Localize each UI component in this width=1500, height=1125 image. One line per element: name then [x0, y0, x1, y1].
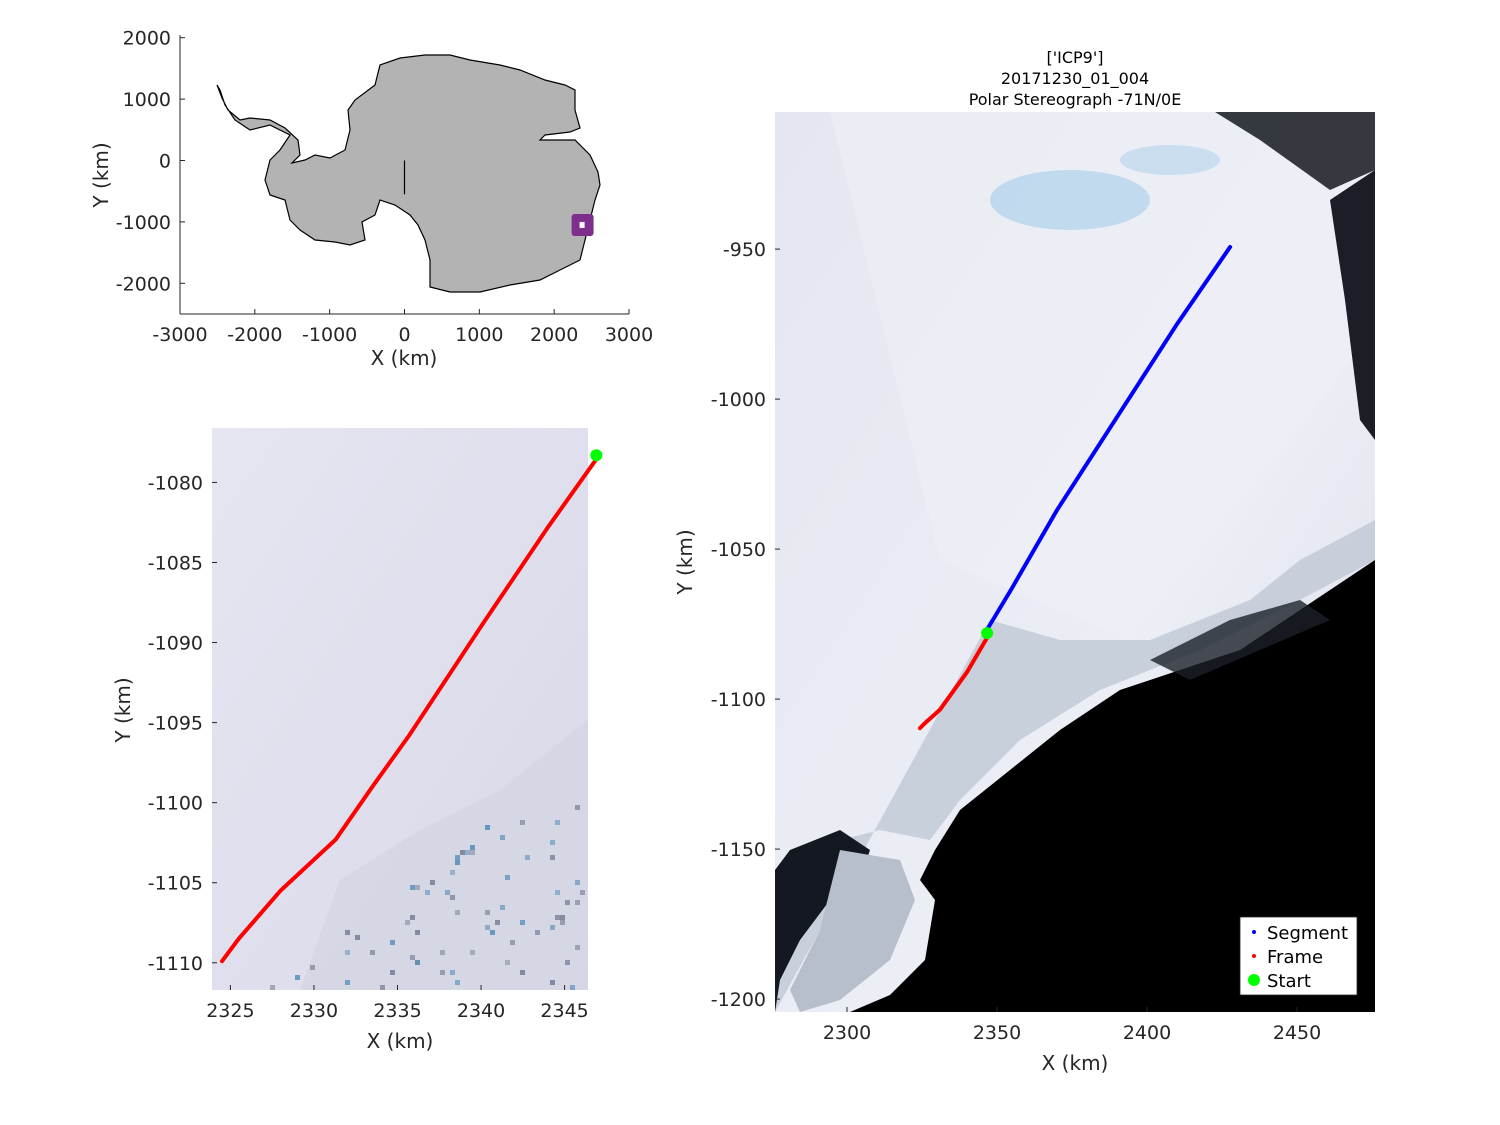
legend-marker-segment: [1252, 930, 1256, 934]
legend-entry-frame: Frame: [1267, 947, 1323, 968]
y-tick-label: -1080: [148, 472, 203, 494]
title-line-1: ['ICP9']: [1047, 48, 1104, 67]
start-marker: [590, 449, 603, 462]
y-tick-label: -1100: [148, 793, 203, 815]
y-tick-label: 0: [159, 151, 171, 173]
y-tick-label: -1150: [711, 839, 766, 861]
y-tick-label: 2000: [123, 28, 171, 50]
frame-zoom-axes: 2325 2330 2335 2340 2345 -1080 -1085 -1090 -1095…: [111, 428, 603, 1053]
x-tick-label: 3000: [605, 324, 653, 346]
overview-map-axes: -3000 -2000 -1000 0 1000 2000 3000 2000 1000 0 -10…: [89, 28, 653, 370]
y-axis-label: Y (km): [111, 677, 135, 743]
y-tick-label: -1000: [116, 212, 171, 234]
x-tick-label: -1000: [302, 324, 357, 346]
y-tick-label: -1200: [711, 989, 766, 1011]
x-tick-label: 2345: [540, 1000, 588, 1022]
x-tick-label: 2000: [530, 324, 578, 346]
location-marker-inner: [579, 221, 585, 228]
y-tick-label: -2000: [116, 273, 171, 295]
x-tick-label: 2330: [290, 1000, 338, 1022]
segment-axes: ['ICP9'] 20171230_01_004 Polar Stereogra…: [673, 48, 1375, 1075]
x-tick-label: 2300: [823, 1022, 871, 1044]
y-tick-label: -1000: [711, 389, 766, 411]
x-tick-label: 2450: [1273, 1022, 1321, 1044]
legend: Segment Frame Start: [1239, 916, 1358, 996]
series-line-frame: [220, 454, 600, 964]
x-tick-label: 2350: [973, 1022, 1021, 1044]
x-tick-label: 2335: [373, 1000, 421, 1022]
x-axis-label: X (km): [367, 1029, 434, 1053]
x-tick-label: -2000: [227, 324, 282, 346]
x-tick-label: 2340: [457, 1000, 505, 1022]
antarctica-landmass: [216, 54, 601, 293]
y-axis-label: Y (km): [89, 142, 113, 208]
x-axis-label: X (km): [371, 346, 438, 370]
y-tick-label: 1000: [123, 89, 171, 111]
legend-entry-start: Start: [1267, 971, 1311, 992]
y-tick-label: -1085: [148, 552, 203, 574]
x-tick-label: 2325: [206, 1000, 254, 1022]
y-tick-label: -1105: [148, 873, 203, 895]
start-marker: [981, 627, 994, 640]
ocean: [850, 560, 1375, 1012]
legend-entry-segment: Segment: [1267, 923, 1348, 944]
x-tick-label: -3000: [152, 324, 207, 346]
y-axis-label: Y (km): [673, 529, 697, 595]
x-axis-label: X (km): [1042, 1051, 1109, 1075]
x-tick-label: 2400: [1123, 1022, 1171, 1044]
y-tick-label: -1110: [148, 953, 203, 975]
title-line-3: Polar Stereograph -71N/0E: [969, 90, 1182, 109]
y-tick-label: -1090: [148, 633, 203, 655]
x-tick-label: 1000: [455, 324, 503, 346]
legend-marker-frame: [1252, 954, 1256, 958]
y-tick-label: -1095: [148, 713, 203, 735]
title-line-2: 20171230_01_004: [1001, 69, 1149, 89]
x-tick-label: 0: [398, 324, 410, 346]
series-line-segment: [986, 245, 1233, 630]
legend-marker-start: [1248, 974, 1260, 986]
y-tick-label: -950: [723, 239, 766, 261]
y-tick-label: -1050: [711, 539, 766, 561]
y-tick-label: -1100: [711, 689, 766, 711]
series-line-frame: [917, 634, 990, 731]
